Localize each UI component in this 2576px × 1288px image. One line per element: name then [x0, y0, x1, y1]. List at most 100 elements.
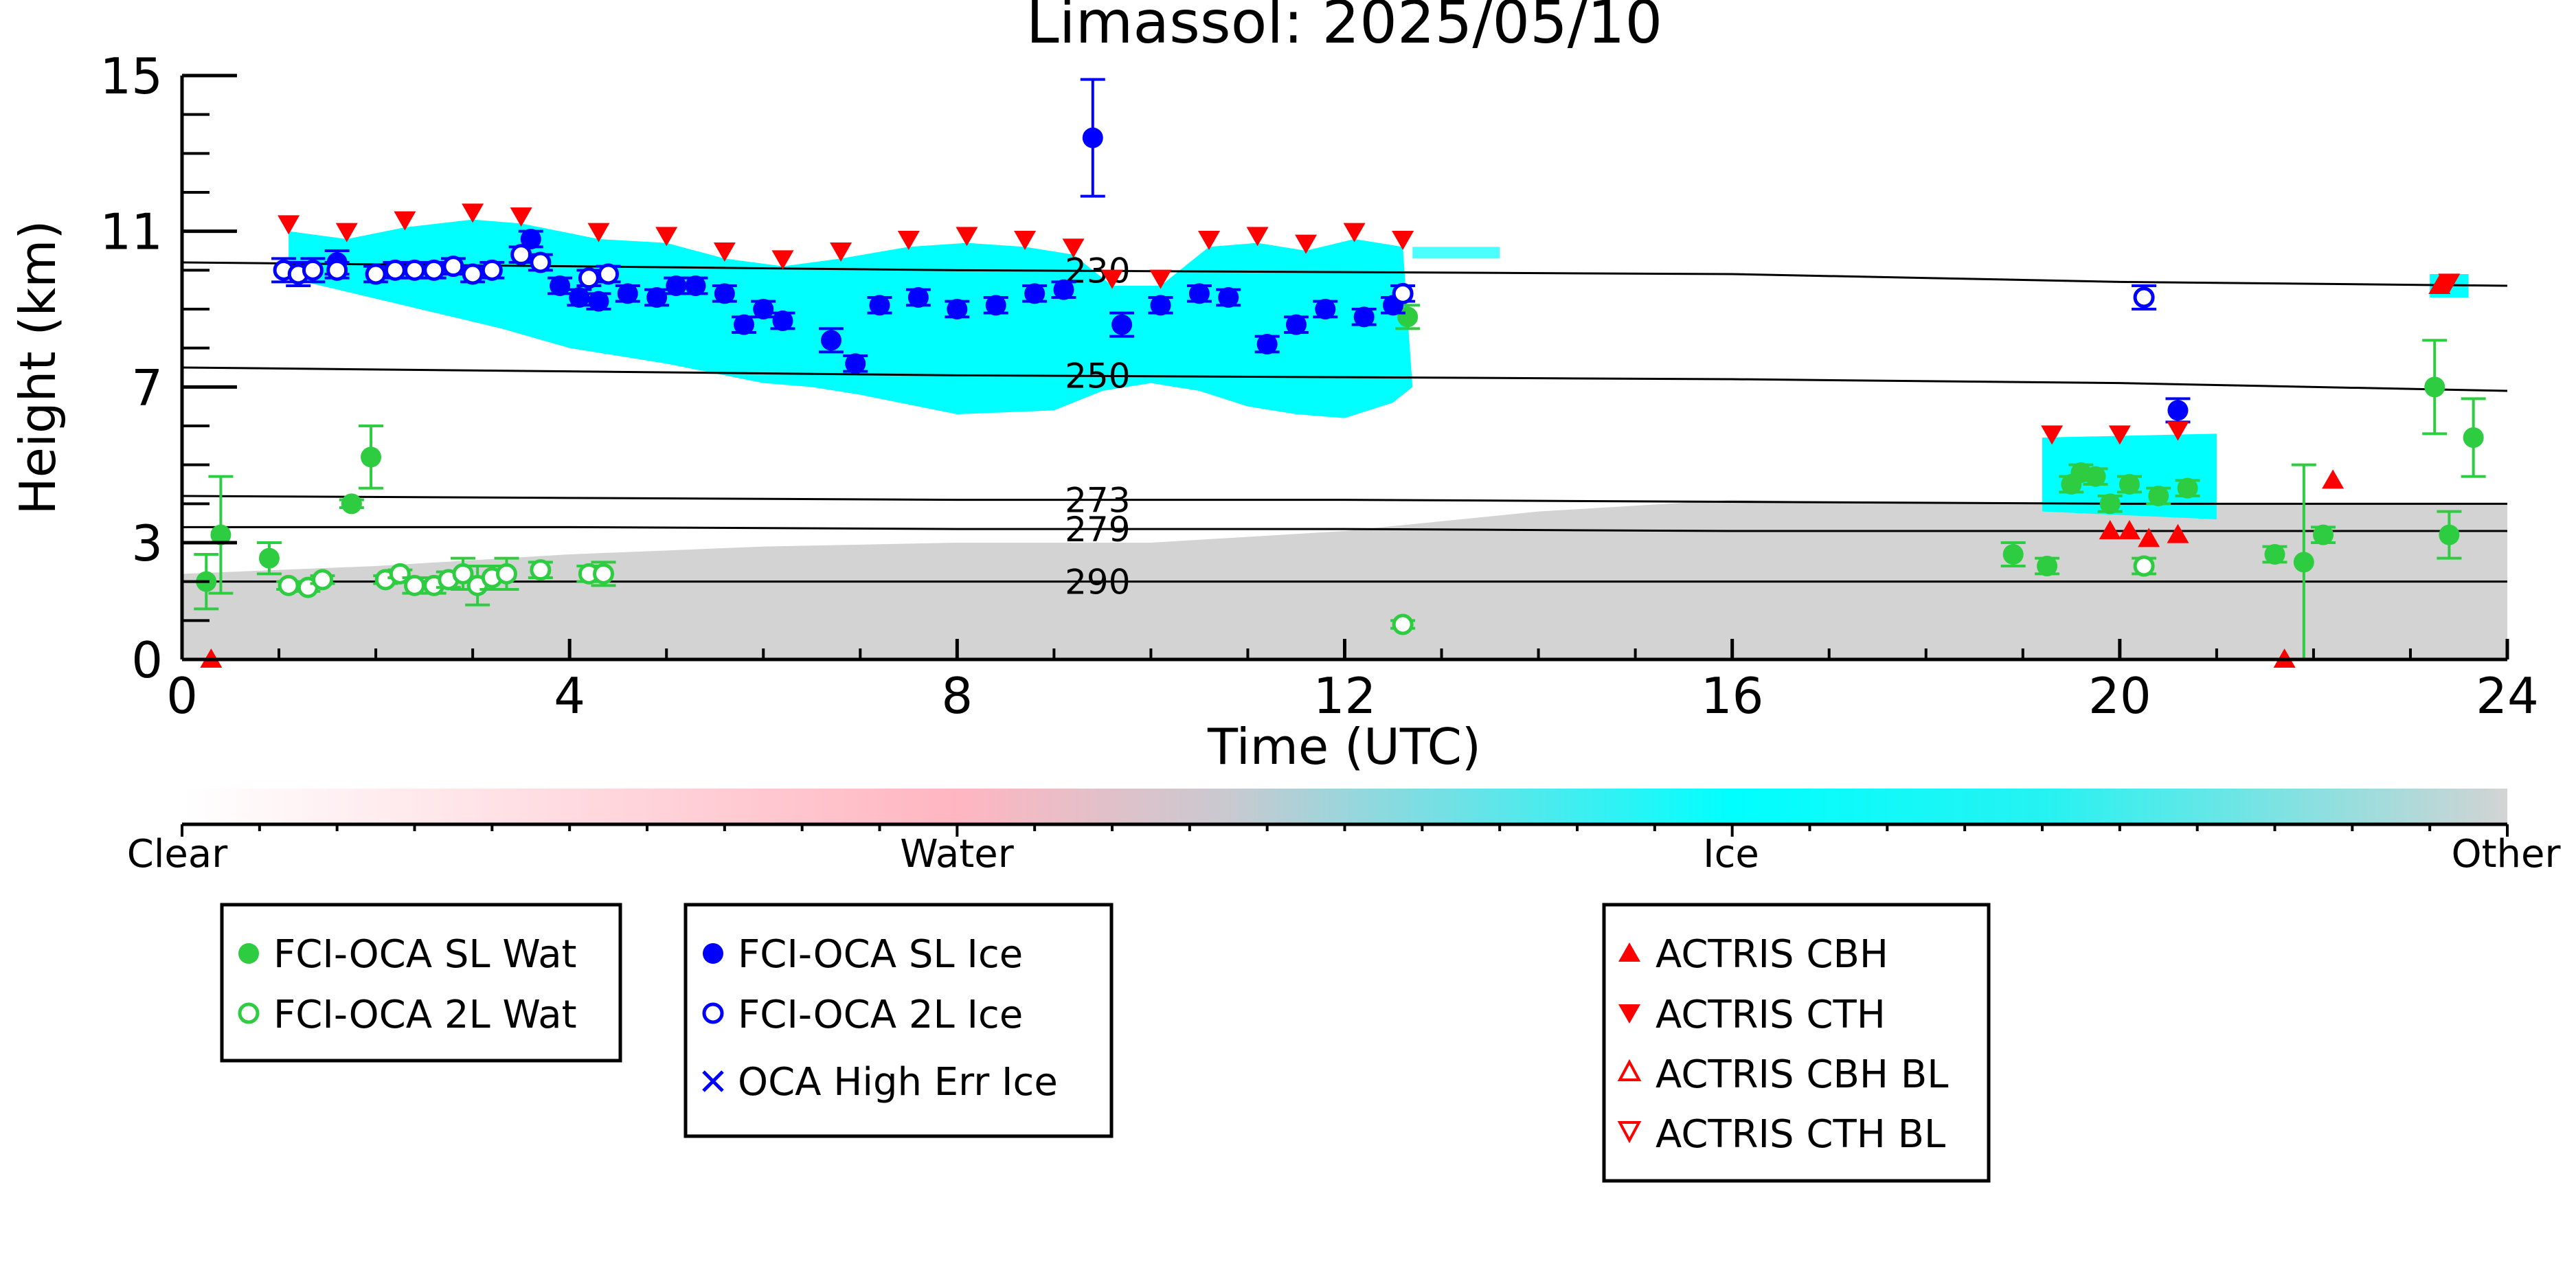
point-actris-cth	[830, 242, 852, 262]
point-actris-cth	[394, 211, 416, 231]
point-fci-oca-sl-ice	[685, 275, 706, 296]
y-tick-label: 0	[131, 631, 163, 689]
point-fci-oca-sl-ice	[1285, 314, 1307, 335]
legend-label: ACTRIS CTH BL	[1656, 1112, 1945, 1157]
colorbar-gradient	[182, 789, 2507, 824]
point-fci-oca-sl-ice	[985, 295, 1006, 316]
point-fci-oca-sl-ice	[1353, 306, 1375, 328]
other-class-region	[182, 499, 2507, 659]
point-fci-oca-sl-ice	[1188, 283, 1210, 304]
legend-marker-cbh-bl	[1617, 1059, 1642, 1081]
point-fci-oca-sl-ice	[1256, 334, 1278, 354]
point-fci-oca-2l-wat	[1392, 613, 1414, 635]
point-fci-oca-sl-ice	[1315, 299, 1336, 319]
legend-marker-high-err-ice	[702, 1070, 724, 1092]
x-tick-label: 16	[1701, 667, 1764, 725]
point-fci-oca-sl-wat	[2439, 524, 2460, 545]
point-fci-oca-sl-ice	[520, 229, 541, 249]
point-actris-cth	[713, 242, 736, 262]
point-fci-oca-2l-ice	[384, 259, 406, 281]
point-fci-oca-sl-ice	[2167, 400, 2189, 421]
legend-label: FCI-OCA SL Ice	[738, 932, 1023, 977]
point-actris-cth	[655, 227, 678, 247]
x-axis-label: Time (UTC)	[1207, 718, 1481, 776]
isotherm-label: 290	[1065, 563, 1130, 602]
point-actris-cth	[2041, 425, 2064, 445]
point-fci-oca-sl-ice	[617, 283, 638, 304]
point-fci-oca-sl-ice	[772, 310, 793, 331]
colorbar-label-other: Other	[2451, 832, 2561, 877]
point-fci-oca-sl-ice	[714, 283, 735, 304]
point-fci-oca-sl-wat	[258, 547, 280, 569]
point-actris-cth	[510, 207, 532, 227]
point-fci-oca-2l-ice	[598, 263, 620, 285]
point-fci-oca-2l-wat	[2133, 555, 2155, 577]
isotherm-label: 279	[1065, 510, 1130, 550]
legend-box	[220, 903, 622, 1063]
y-tick-label: 3	[131, 515, 163, 572]
y-tick-label: 15	[100, 47, 163, 105]
legend-label: ACTRIS CTH	[1656, 993, 1886, 1037]
point-fci-oca-sl-wat	[2037, 556, 2058, 576]
point-fci-oca-sl-ice	[646, 287, 668, 308]
isotherm-label: 250	[1065, 356, 1130, 396]
point-fci-oca-2l-ice	[510, 244, 532, 266]
axis-ticks: 0 4 8 12 16 20 24 0 3 7 11 15	[100, 47, 2538, 725]
point-actris-cth	[956, 227, 978, 247]
legend-label: ACTRIS CBH BL	[1656, 1052, 1948, 1097]
legend-box	[683, 903, 1114, 1138]
point-fci-oca-2l-ice	[442, 256, 464, 278]
point-fci-oca-sl-ice	[947, 299, 968, 319]
isotherm-250	[182, 366, 2507, 392]
point-fci-oca-2l-wat	[312, 569, 334, 591]
point-actris-cth	[462, 203, 484, 223]
x-tick-label: 4	[554, 667, 585, 725]
point-fci-oca-sl-ice	[588, 291, 609, 312]
point-fci-oca-2l-ice	[481, 259, 503, 281]
isotherm-label: 273	[1065, 481, 1130, 521]
point-fci-oca-sl-wat	[2313, 524, 2334, 545]
point-fci-oca-sl-wat	[2177, 477, 2198, 499]
point-fci-oca-sl-wat	[361, 447, 382, 468]
point-actris-cth	[1062, 238, 1085, 258]
legend-water: FCI-OCA SL Wat FCI-OCA 2L Wat	[220, 903, 622, 1063]
point-actris-cbh	[2167, 523, 2189, 543]
point-fci-oca-2l-ice	[365, 263, 387, 285]
point-fci-oca-sl-wat	[2463, 427, 2484, 448]
point-fci-oca-sl-ice	[1082, 127, 1103, 148]
chart-title: Limassol: 2025/05/10	[1026, 0, 1662, 57]
legend-ice: FCI-OCA SL Ice FCI-OCA 2L Ice OCA High E…	[683, 903, 1114, 1138]
point-fci-oca-sl-ice	[1024, 283, 1046, 304]
point-fci-oca-2l-ice	[530, 251, 552, 273]
point-actris-cbh	[2118, 520, 2140, 539]
point-fci-oca-sl-wat	[2119, 474, 2140, 495]
legend-marker-2l-ice	[702, 1002, 724, 1024]
point-actris-cth	[587, 223, 610, 242]
legend-marker-cth-bl	[1617, 1121, 1642, 1144]
point-fci-oca-sl-ice	[569, 287, 590, 308]
x-tick-label: 0	[166, 667, 198, 725]
point-actris-cbh	[2138, 528, 2160, 547]
point-actris-cbh	[2322, 469, 2345, 489]
point-actris-cth	[335, 223, 358, 242]
point-actris-cth	[1392, 231, 1414, 250]
point-fci-oca-sl-ice	[845, 353, 866, 374]
point-actris-cth	[1343, 223, 1366, 242]
point-fci-oca-2l-ice	[302, 259, 324, 281]
point-fci-oca-2l-ice	[1392, 282, 1414, 304]
colorbar-label-clear: Clear	[127, 832, 228, 877]
point-fci-oca-sl-wat	[2085, 466, 2106, 487]
point-fci-oca-sl-wat	[2424, 376, 2445, 398]
point-fci-oca-sl-wat	[2293, 552, 2314, 573]
point-fci-oca-2l-wat	[530, 559, 552, 581]
legend-marker-2l-wat	[238, 1002, 260, 1024]
point-fci-oca-2l-wat	[404, 574, 425, 596]
point-fci-oca-sl-ice	[1218, 287, 1239, 308]
point-fci-oca-2l-wat	[278, 574, 300, 596]
isotherm-230	[182, 261, 2507, 287]
point-fci-oca-sl-ice	[1053, 279, 1074, 300]
legend-marker-cth	[1618, 1004, 1640, 1024]
point-fci-oca-2l-ice	[326, 259, 348, 281]
point-fci-oca-2l-wat	[495, 563, 517, 585]
